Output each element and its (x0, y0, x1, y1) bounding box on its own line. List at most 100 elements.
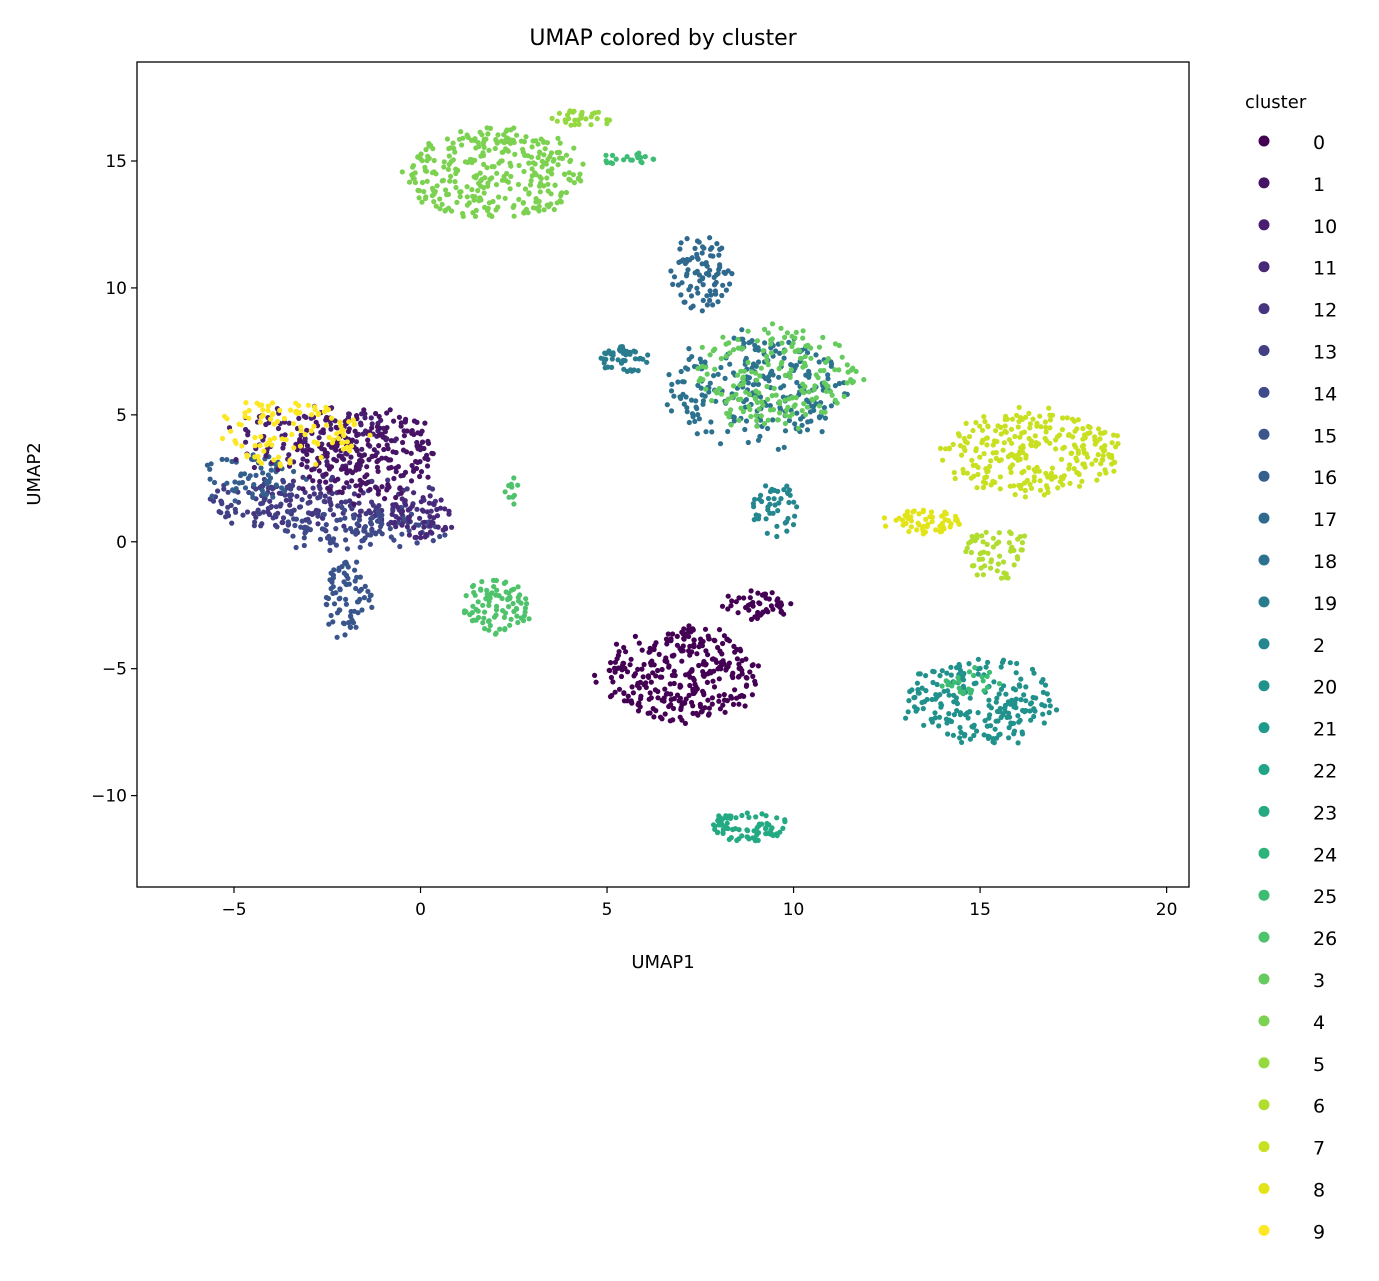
point-cluster-3 (816, 403, 823, 409)
point-cluster-4 (504, 127, 510, 133)
legend-marker (1258, 1224, 1270, 1236)
point-cluster-4 (464, 132, 470, 138)
point-cluster-4 (452, 149, 458, 155)
point-cluster-17 (699, 250, 705, 256)
point-cluster-6 (1015, 536, 1021, 542)
point-cluster-14 (375, 508, 381, 514)
point-cluster-4 (487, 212, 493, 218)
point-cluster-7 (1042, 435, 1048, 441)
point-cluster-1 (381, 446, 387, 453)
point-cluster-13 (280, 479, 287, 485)
point-cluster-18 (767, 370, 774, 377)
point-cluster-23 (732, 826, 739, 832)
point-cluster-4 (516, 196, 522, 202)
point-cluster-7 (1027, 421, 1033, 427)
point-cluster-20 (933, 692, 939, 698)
point-cluster-20 (923, 673, 929, 679)
point-cluster-1 (307, 447, 313, 453)
point-cluster-4 (499, 177, 505, 183)
point-cluster-0 (681, 636, 687, 642)
point-cluster-18 (813, 352, 819, 358)
point-cluster-3 (736, 417, 742, 423)
point-cluster-0 (661, 698, 667, 704)
point-cluster-0 (706, 636, 712, 642)
point-cluster-3 (793, 329, 799, 335)
point-cluster-3 (816, 344, 823, 350)
point-cluster-3 (779, 340, 785, 346)
point-cluster-16 (291, 468, 297, 475)
point-cluster-17 (711, 274, 717, 280)
point-cluster-4 (496, 194, 502, 200)
point-cluster-16 (209, 493, 215, 499)
point-cluster-16 (229, 458, 235, 465)
point-cluster-0 (653, 708, 659, 714)
point-cluster-19 (618, 348, 624, 354)
point-cluster-2 (781, 487, 787, 493)
legend-marker (1258, 261, 1270, 273)
point-cluster-13 (251, 523, 257, 529)
point-cluster-7 (997, 486, 1003, 492)
point-cluster-18 (836, 380, 843, 387)
point-cluster-5 (604, 117, 610, 123)
point-cluster-1 (335, 476, 341, 482)
point-cluster-0 (687, 674, 693, 680)
point-cluster-18 (700, 398, 707, 404)
point-cluster-6 (979, 533, 985, 539)
point-cluster-10 (304, 464, 310, 470)
point-cluster-3 (718, 391, 725, 397)
point-cluster-17 (706, 272, 712, 278)
point-cluster-7 (956, 433, 963, 439)
x-tick-label: 20 (1156, 900, 1178, 920)
point-cluster-4 (505, 179, 511, 185)
point-cluster-18 (804, 397, 810, 403)
point-cluster-10 (286, 452, 292, 458)
point-cluster-15 (352, 578, 358, 584)
point-cluster-8 (938, 522, 944, 529)
point-cluster-4 (532, 170, 538, 176)
point-cluster-16 (245, 475, 251, 481)
point-cluster-26 (481, 615, 487, 621)
point-cluster-7 (950, 441, 956, 447)
point-cluster-16 (207, 466, 213, 472)
point-cluster-4 (511, 202, 517, 209)
point-cluster-13 (260, 500, 266, 506)
point-cluster-4 (575, 176, 582, 182)
point-cluster-18 (686, 419, 692, 426)
point-cluster-3 (738, 405, 744, 411)
point-cluster-4 (556, 149, 563, 155)
point-cluster-25 (986, 669, 993, 675)
point-cluster-14 (333, 526, 339, 532)
point-cluster-5 (592, 110, 598, 116)
point-cluster-7 (1031, 478, 1037, 484)
point-cluster-15 (369, 604, 375, 611)
point-cluster-7 (1020, 449, 1026, 455)
point-cluster-23 (744, 810, 750, 816)
point-cluster-7 (1014, 412, 1020, 418)
point-cluster-6 (994, 568, 1000, 574)
point-cluster-7 (1102, 467, 1108, 473)
point-cluster-1 (387, 407, 393, 413)
point-cluster-7 (1032, 468, 1039, 474)
point-cluster-7 (1067, 480, 1073, 486)
point-cluster-4 (406, 179, 413, 185)
point-cluster-17 (708, 292, 714, 298)
point-cluster-7 (1021, 468, 1027, 474)
point-cluster-4 (508, 127, 514, 133)
point-cluster-9 (267, 437, 273, 443)
point-cluster-19 (636, 356, 642, 362)
point-cluster-15 (329, 578, 335, 584)
point-cluster-18 (727, 361, 733, 367)
point-cluster-12 (369, 499, 375, 505)
point-cluster-20 (946, 692, 952, 698)
point-cluster-6 (971, 563, 977, 569)
point-cluster-9 (239, 443, 245, 449)
point-cluster-14 (339, 504, 345, 510)
point-cluster-0 (662, 711, 668, 717)
point-cluster-18 (669, 381, 675, 387)
point-cluster-7 (1084, 454, 1091, 460)
point-cluster-3 (786, 396, 792, 402)
point-cluster-1 (408, 450, 414, 456)
point-cluster-17 (694, 285, 700, 291)
point-cluster-17 (678, 240, 684, 246)
point-cluster-15 (331, 601, 338, 607)
